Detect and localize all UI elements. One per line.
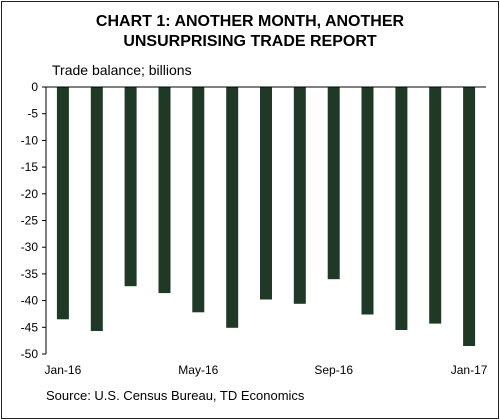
y-tick-label: 0 xyxy=(31,80,38,94)
x-tick-label: Jan-16 xyxy=(45,363,82,377)
bar-jun-16 xyxy=(226,87,239,328)
source-note: Source: U.S. Census Bureau, TD Economics xyxy=(46,388,305,403)
bar-jul-16 xyxy=(260,87,272,300)
y-tick-label: -30 xyxy=(21,240,39,254)
y-axis-label: Trade balance; billions xyxy=(52,62,192,78)
bar-oct-16 xyxy=(361,87,374,315)
y-tick-label: -45 xyxy=(21,320,39,334)
y-tick-label: -10 xyxy=(21,133,39,147)
x-tick-label: Jan-17 xyxy=(451,363,488,377)
bar-aug-16 xyxy=(293,87,306,304)
bar-dec-16 xyxy=(429,87,442,324)
y-tick-label: -50 xyxy=(21,347,39,361)
bar-jan-16 xyxy=(56,87,69,320)
bar-sep-16 xyxy=(327,87,340,280)
chart-title: CHART 1: ANOTHER MONTH, ANOTHER UNSURPRI… xyxy=(2,12,498,52)
bar-feb-16 xyxy=(90,87,103,331)
bar-apr-16 xyxy=(158,87,171,294)
y-tick-label: -5 xyxy=(27,107,38,121)
bar-nov-16 xyxy=(395,87,408,330)
bar-jan-17 xyxy=(463,87,476,346)
y-tick-label: -40 xyxy=(21,294,39,308)
bar-mar-16 xyxy=(124,87,137,287)
y-tick-label: -20 xyxy=(21,187,39,201)
y-tick-label: -35 xyxy=(21,267,39,281)
x-tick-label: May-16 xyxy=(178,363,218,377)
y-tick-label: -15 xyxy=(21,160,39,174)
x-tick-label: Sep-16 xyxy=(314,363,353,377)
bar-may-16 xyxy=(192,87,205,313)
chart-title-line-1: CHART 1: ANOTHER MONTH, ANOTHER xyxy=(95,13,405,30)
chart-title-line-2: UNSURPRISING TRADE REPORT xyxy=(123,33,377,50)
y-tick-label: -25 xyxy=(21,214,39,228)
